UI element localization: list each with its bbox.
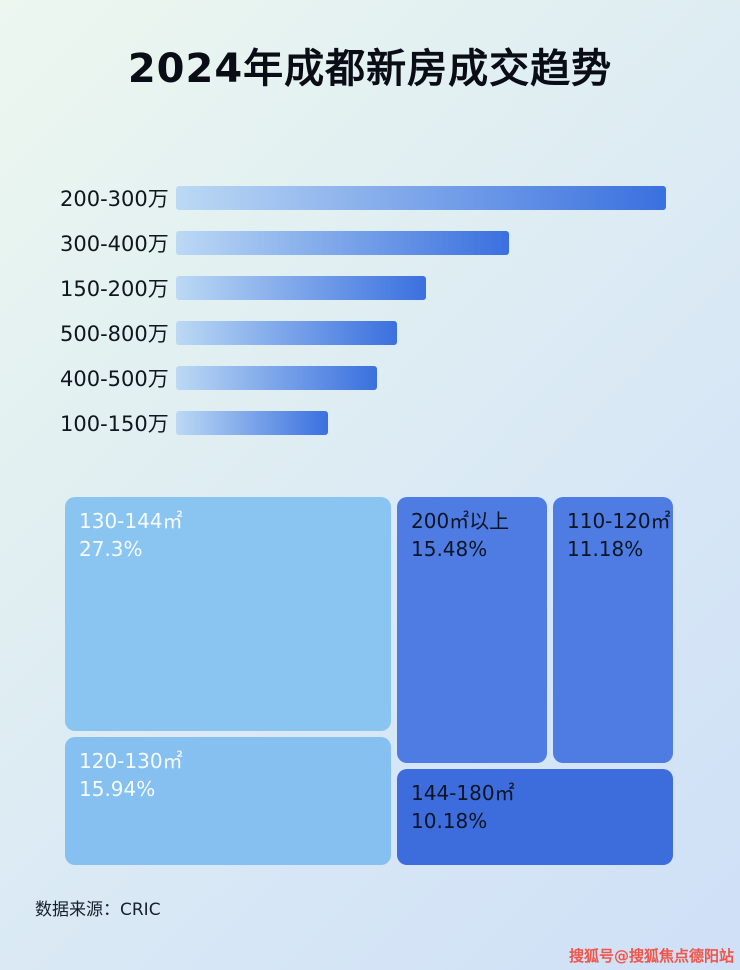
watermark-text: 搜狐号@搜狐焦点德阳站 [568, 947, 734, 965]
price-bar-chart: 200-300万 300-400万 150-200万 500-800万 400-500万… [60, 186, 740, 456]
bar-track [176, 321, 666, 345]
treemap-block-130-144: 130-144㎡ 27.3% [65, 497, 391, 731]
treemap-block-144-180: 144-180㎡ 10.18% [397, 769, 673, 865]
treemap-block-120-130: 120-130㎡ 15.94% [65, 737, 391, 865]
treemap-block-110-120: 110-120㎡ 11.18% [553, 497, 673, 763]
treemap-block-value: 15.94% [79, 777, 156, 801]
bar-category-label: 150-200万 [60, 277, 169, 301]
treemap-block-label: 144-180㎡ [411, 781, 515, 805]
bar-track [176, 231, 666, 255]
bar-track [176, 276, 666, 300]
bar-fill [176, 186, 666, 210]
bar-track [176, 411, 666, 435]
bar-category-label: 200-300万 [60, 187, 169, 211]
bar-track [176, 366, 666, 390]
bar-category-label: 300-400万 [60, 232, 169, 256]
page-title: 2024年成都新房成交趋势 [127, 46, 613, 92]
bar-row: 200-300万 [60, 186, 740, 211]
treemap-block-value: 27.3% [79, 537, 143, 561]
data-source-label: 数据来源：CRIC [35, 900, 161, 920]
bar-fill [176, 276, 426, 300]
bar-row: 300-400万 [60, 231, 740, 256]
treemap-block-label: 130-144㎡ [79, 509, 183, 533]
bar-row: 150-200万 [60, 276, 740, 301]
treemap-block-200-plus: 200㎡以上 15.48% [397, 497, 547, 763]
treemap-block-value: 11.18% [567, 537, 644, 561]
bar-category-label: 400-500万 [60, 367, 169, 391]
bar-fill [176, 411, 328, 435]
area-treemap: 130-144㎡ 27.3% 200㎡以上 15.48% 110-120㎡ 11… [65, 497, 673, 865]
bar-fill [176, 366, 377, 390]
treemap-block-label: 120-130㎡ [79, 749, 183, 773]
treemap-block-label: 200㎡以上 [411, 509, 510, 533]
bar-category-label: 500-800万 [60, 322, 169, 346]
treemap-block-label: 110-120㎡ [567, 509, 671, 533]
bar-fill [176, 321, 397, 345]
treemap-block-value: 15.48% [411, 537, 488, 561]
bar-track [176, 186, 666, 210]
bar-row: 400-500万 [60, 366, 740, 391]
treemap-block-value: 10.18% [411, 809, 488, 833]
bar-row: 100-150万 [60, 411, 740, 436]
bar-row: 500-800万 [60, 321, 740, 346]
bar-category-label: 100-150万 [60, 412, 169, 436]
bar-fill [176, 231, 510, 255]
